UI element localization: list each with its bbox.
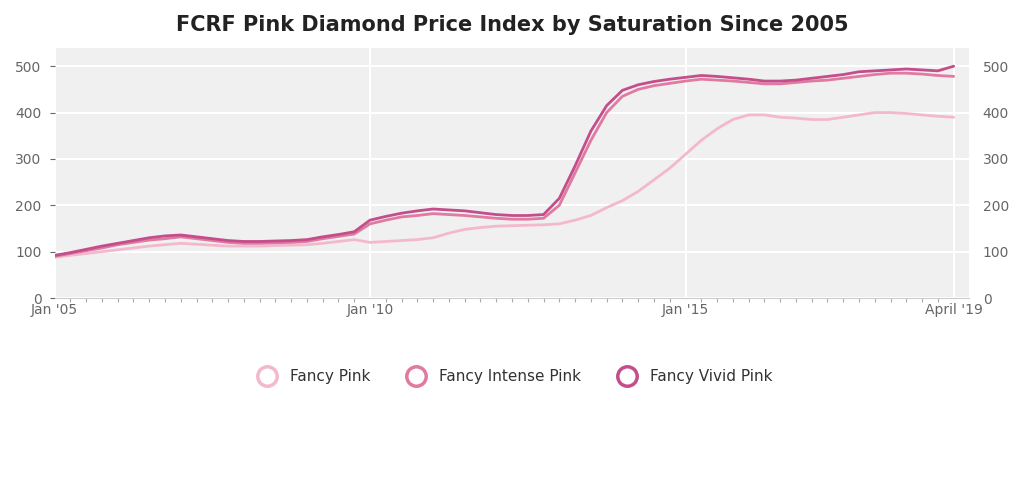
Legend: Fancy Pink, Fancy Intense Pink, Fancy Vivid Pink: Fancy Pink, Fancy Intense Pink, Fancy Vi… [246,363,778,391]
Title: FCRF Pink Diamond Price Index by Saturation Since 2005: FCRF Pink Diamond Price Index by Saturat… [176,15,848,35]
